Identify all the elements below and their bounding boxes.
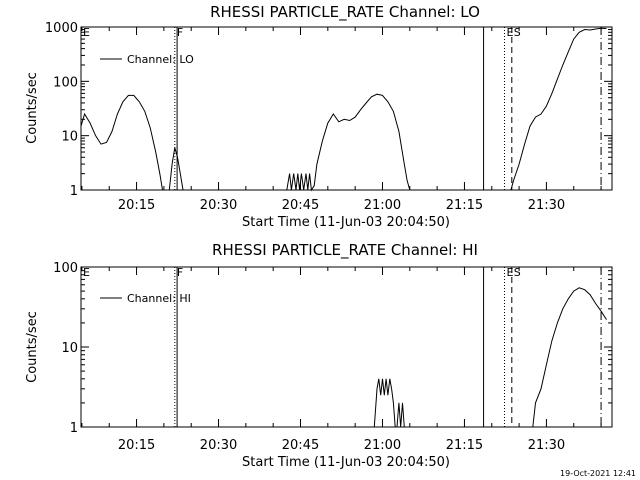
- y-tick-label: 1000: [45, 21, 78, 36]
- event-marker-label: F: [177, 26, 183, 39]
- x-tick-label: 20:45: [282, 438, 319, 453]
- series-line: [286, 93, 411, 192]
- y-tick-label: 100: [53, 75, 78, 90]
- y-tick-label: 1: [70, 184, 78, 199]
- x-tick-label: 21:30: [528, 438, 565, 453]
- event-marker-label: E: [507, 26, 514, 39]
- y-tick-label: 1: [70, 421, 78, 436]
- plot-frame: [80, 26, 613, 191]
- event-marker-label: E: [507, 266, 514, 279]
- series-layer: [80, 27, 607, 192]
- y-tick-label: 100: [53, 261, 78, 276]
- chart-panel-hi: RHESSI PARTICLE_RATE Channel: HI Counts/…: [25, 241, 613, 470]
- footer-timestamp: 19-Oct-2021 12:41: [560, 469, 636, 478]
- series-line: [532, 287, 607, 428]
- series-line: [510, 27, 607, 191]
- chart-title: RHESSI PARTICLE_RATE Channel: LO: [210, 3, 480, 22]
- series-line: [373, 378, 396, 428]
- event-marker-label: S: [514, 26, 521, 39]
- x-axis-label: Start Time (11-Jun-03 20:04:50): [242, 455, 450, 470]
- x-tick-label: 20:15: [118, 198, 155, 213]
- x-tick-label: 20:45: [282, 198, 319, 213]
- legend-entry: Channel: HI: [127, 292, 191, 305]
- x-tick-label: 20:30: [200, 438, 237, 453]
- event-marker-label: S: [514, 266, 521, 279]
- tick-layer: 20:15 20:30 20:45 21:00 21:15 21:30 1 10 100: [53, 261, 612, 453]
- plot-frame: [80, 266, 613, 428]
- x-tick-label: 21:00: [364, 198, 401, 213]
- event-marker-label: F: [177, 266, 183, 279]
- x-tick-label: 20:15: [118, 438, 155, 453]
- x-axis-label: Start Time (11-Jun-03 20:04:50): [242, 215, 450, 230]
- x-tick-label: 21:15: [446, 198, 483, 213]
- legend: Channel: HI: [100, 292, 191, 305]
- x-tick-label: 21:30: [528, 198, 565, 213]
- legend: Channel: LO: [100, 53, 194, 66]
- event-marker-label: E: [83, 26, 90, 39]
- y-tick-label: 10: [61, 130, 78, 145]
- y-axis-label: Counts/sec: [25, 72, 40, 144]
- x-tick-label: 21:15: [446, 438, 483, 453]
- legend-entry: Channel: LO: [127, 53, 194, 66]
- chart-title: RHESSI PARTICLE_RATE Channel: HI: [212, 241, 478, 260]
- series-line: [80, 94, 163, 191]
- y-tick-label: 10: [61, 341, 78, 356]
- series-line: [168, 147, 184, 191]
- tick-layer: 20:15 20:30 20:45 21:00 21:15 21:30 1 10 100 1000: [45, 21, 612, 213]
- event-marker-label: E: [83, 266, 90, 279]
- x-tick-label: 21:00: [364, 438, 401, 453]
- y-axis-label: Counts/sec: [25, 311, 40, 383]
- chart-panel-lo: RHESSI PARTICLE_RATE Channel: LO Counts/…: [25, 3, 613, 230]
- x-tick-label: 20:30: [200, 198, 237, 213]
